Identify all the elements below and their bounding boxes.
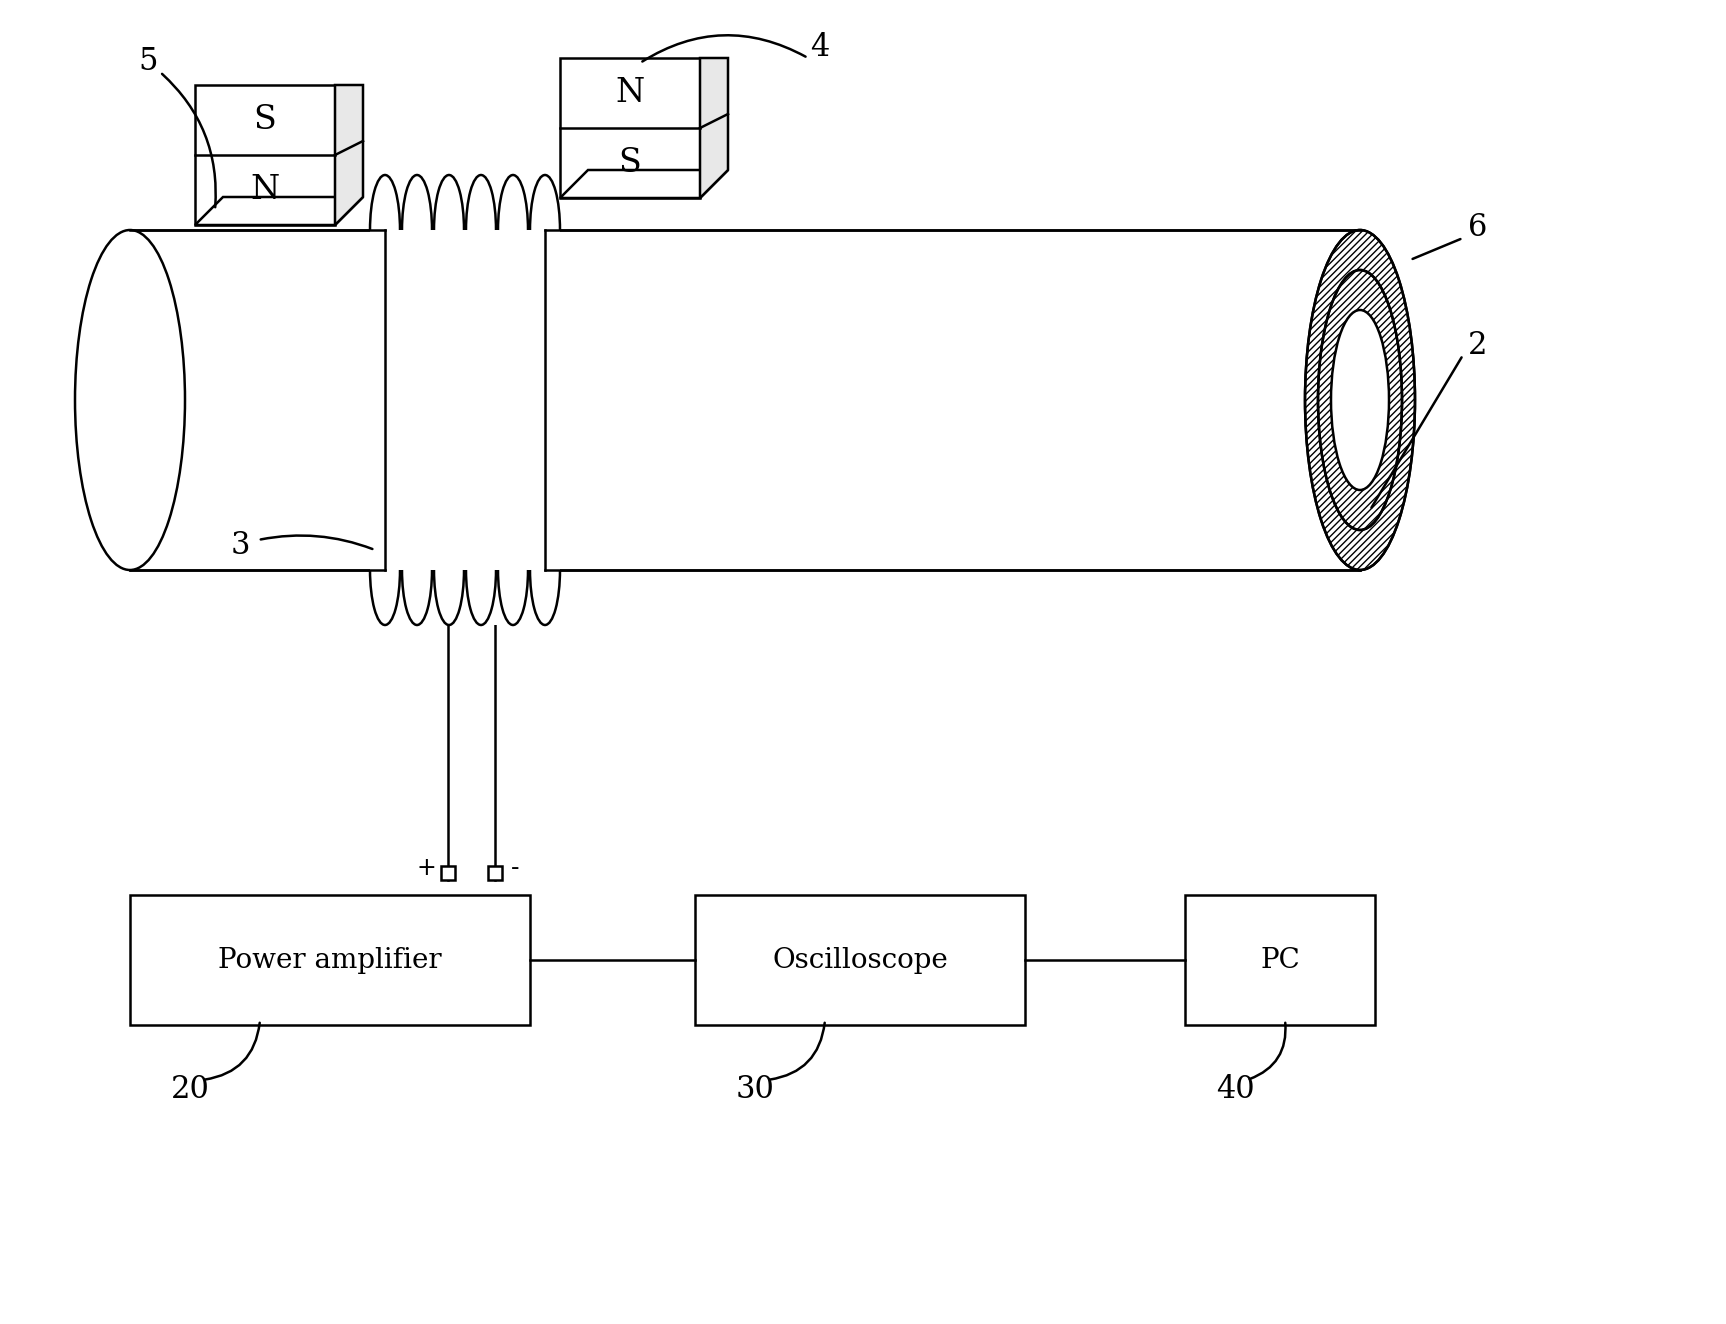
Ellipse shape: [1305, 230, 1415, 571]
Text: -: -: [511, 857, 520, 880]
Polygon shape: [195, 197, 362, 225]
FancyArrowPatch shape: [205, 1022, 259, 1079]
Polygon shape: [701, 58, 728, 199]
Text: +: +: [416, 857, 437, 880]
Polygon shape: [559, 169, 728, 199]
Bar: [559, 58, 701, 199]
Bar: [1186, 895, 1376, 1025]
Text: Oscilloscope: Oscilloscope: [772, 947, 948, 973]
Ellipse shape: [74, 230, 185, 571]
Text: N: N: [250, 173, 280, 207]
Ellipse shape: [1319, 270, 1402, 530]
Polygon shape: [335, 85, 362, 225]
Text: 20: 20: [171, 1075, 209, 1106]
Ellipse shape: [1331, 310, 1389, 490]
FancyArrowPatch shape: [261, 535, 373, 549]
Bar: [195, 85, 335, 225]
Bar: [369, 175, 559, 625]
FancyArrowPatch shape: [1372, 357, 1462, 507]
Bar: [129, 895, 530, 1025]
Text: 4: 4: [811, 33, 830, 64]
Text: S: S: [618, 147, 642, 179]
Bar: [488, 866, 502, 880]
Text: 40: 40: [1215, 1075, 1255, 1106]
FancyArrowPatch shape: [1250, 1022, 1286, 1079]
Bar: [442, 866, 456, 880]
Text: 6: 6: [1469, 212, 1488, 244]
Text: 2: 2: [1469, 330, 1488, 360]
FancyArrowPatch shape: [162, 74, 216, 208]
Text: 3: 3: [230, 530, 250, 560]
FancyArrowPatch shape: [1412, 240, 1460, 260]
FancyArrowPatch shape: [642, 36, 806, 61]
FancyArrowPatch shape: [770, 1022, 825, 1079]
Text: 5: 5: [138, 46, 157, 78]
Text: Power amplifier: Power amplifier: [217, 947, 442, 973]
Bar: [696, 895, 1025, 1025]
Text: S: S: [254, 105, 276, 136]
Text: PC: PC: [1260, 947, 1300, 973]
Text: 30: 30: [735, 1075, 775, 1106]
Text: N: N: [616, 77, 644, 109]
